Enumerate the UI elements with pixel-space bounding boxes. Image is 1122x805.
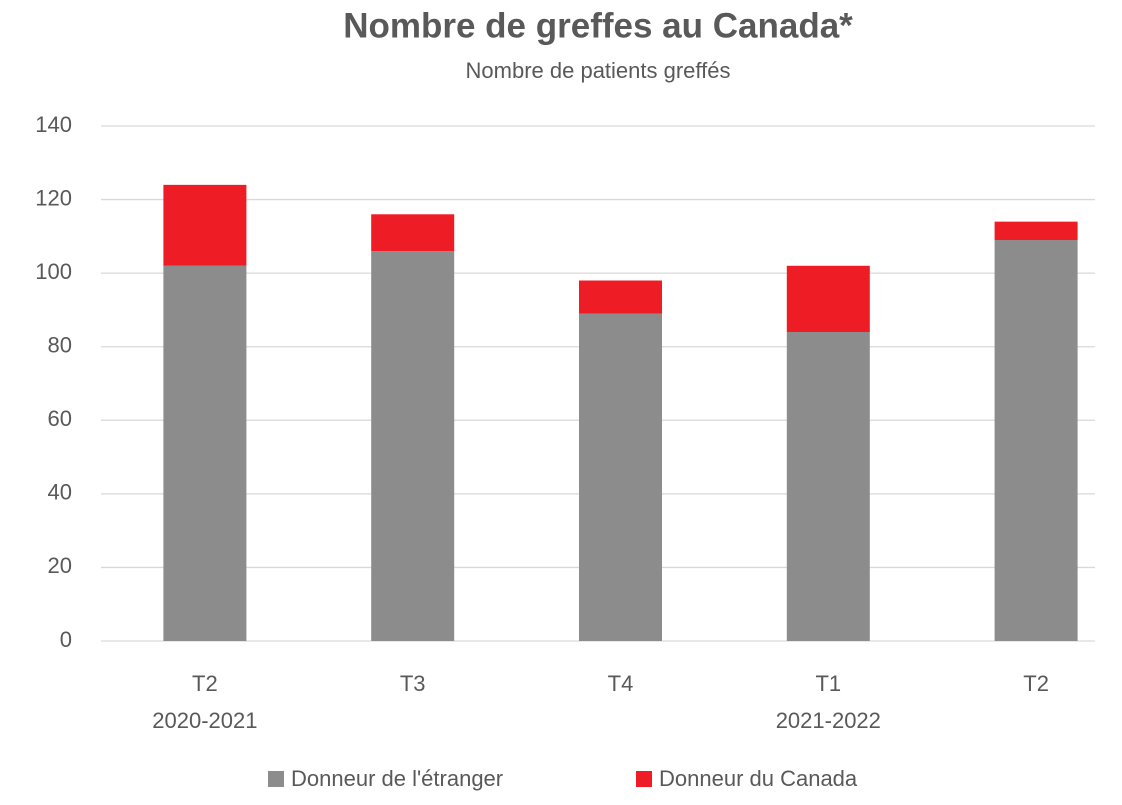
y-tick-label: 100 xyxy=(35,259,72,284)
x-tick-label: T1 xyxy=(815,671,841,696)
bar-segment xyxy=(994,240,1078,642)
bar-segment xyxy=(786,332,870,641)
legend-swatch xyxy=(268,771,284,787)
legend-swatch xyxy=(636,771,652,787)
x-tick-label: T3 xyxy=(400,671,426,696)
bar-segment xyxy=(994,221,1078,241)
bar-segment xyxy=(163,265,247,641)
bar-segment xyxy=(786,265,870,332)
x-tick-label: T4 xyxy=(608,671,634,696)
bar-segment xyxy=(579,313,662,641)
x-group-label: 2021-2022 xyxy=(776,708,881,733)
bar-segment xyxy=(371,214,455,252)
y-tick-label: 20 xyxy=(48,553,72,578)
x-tick-label: T2 xyxy=(1023,671,1049,696)
y-tick-label: 0 xyxy=(60,627,72,652)
x-tick-label: T2 xyxy=(192,671,218,696)
bar-segment xyxy=(371,251,455,642)
bar-segment xyxy=(163,184,247,266)
y-tick-label: 120 xyxy=(35,185,72,210)
legend-label: Donneur du Canada xyxy=(659,766,858,791)
legend-label: Donneur de l'étranger xyxy=(291,766,503,791)
y-tick-label: 140 xyxy=(35,112,72,137)
bar-segment xyxy=(579,280,662,314)
y-tick-label: 80 xyxy=(48,333,72,358)
chart-title: Nombre de greffes au Canada* xyxy=(343,6,853,45)
y-tick-label: 60 xyxy=(48,406,72,431)
x-group-label: 2020-2021 xyxy=(152,708,257,733)
y-tick-label: 40 xyxy=(48,480,72,505)
chart-subtitle: Nombre de patients greffés xyxy=(466,58,731,83)
